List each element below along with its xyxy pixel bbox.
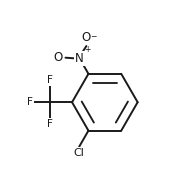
- Text: Cl: Cl: [74, 147, 85, 158]
- Text: F: F: [47, 119, 53, 129]
- Text: N: N: [75, 52, 84, 65]
- Text: −: −: [91, 32, 97, 41]
- Text: O: O: [82, 31, 91, 44]
- Text: F: F: [28, 97, 33, 107]
- Text: O: O: [54, 51, 63, 64]
- Text: F: F: [47, 75, 53, 85]
- Text: +: +: [84, 45, 91, 54]
